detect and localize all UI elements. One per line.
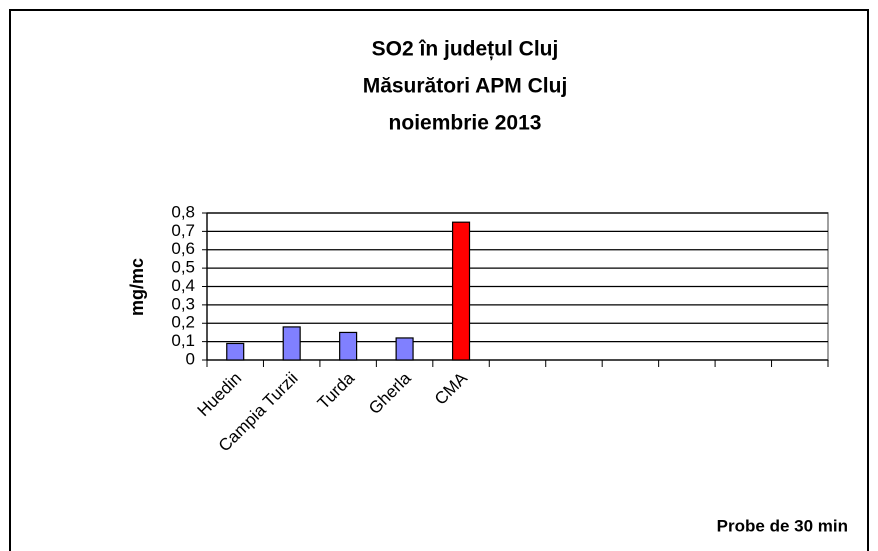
bar xyxy=(339,331,358,361)
chart-title: SO2 în județul Cluj xyxy=(372,38,559,61)
bar xyxy=(395,337,414,361)
y-tick-label: 0,4 xyxy=(171,276,195,295)
y-tick-label: 0,5 xyxy=(171,258,195,277)
y-tick-label: 0,6 xyxy=(171,239,195,258)
bar xyxy=(451,221,471,361)
y-tick-label: 0,8 xyxy=(171,202,195,221)
y-tick-label: 0,2 xyxy=(171,313,195,332)
y-tick-label: 0,3 xyxy=(171,294,195,313)
y-tick-label: 0,1 xyxy=(171,331,195,350)
chart-title: noiembrie 2013 xyxy=(389,112,542,135)
bar xyxy=(282,326,301,361)
chart-border xyxy=(9,9,869,551)
chart-title: Măsurători APM Cluj xyxy=(363,75,568,98)
y-tick-label: 0,7 xyxy=(171,221,195,240)
y-axis-label: mg/mc xyxy=(127,258,147,316)
bar xyxy=(226,342,245,361)
annotation: Probe de 30 min xyxy=(717,516,848,535)
y-tick-label: 0 xyxy=(186,349,195,368)
